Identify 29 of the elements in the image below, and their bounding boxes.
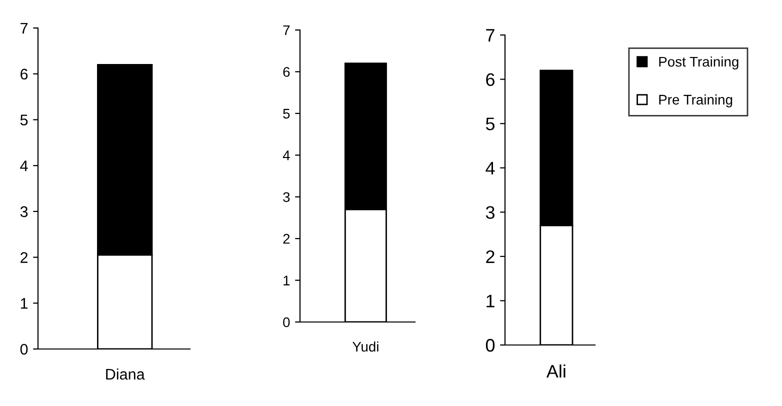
- x-tick-label: Ali: [546, 364, 566, 378]
- y-tick-label: 7: [283, 25, 290, 36]
- y-tick-label: 1: [20, 298, 28, 309]
- y-tick-label: 2: [283, 234, 290, 244]
- y-tick-label: 7: [486, 29, 494, 42]
- y-tick-label: 5: [283, 108, 290, 119]
- y-tick-label: 1: [284, 276, 290, 286]
- y-tick-label: 0: [20, 344, 28, 355]
- y-tick-label: 5: [486, 118, 495, 130]
- x-tick-label: Diana: [106, 368, 145, 380]
- y-tick-label: 4: [20, 160, 28, 172]
- y-tick-label: 6: [283, 67, 290, 77]
- y-tick-label: 4: [486, 162, 495, 174]
- y-tick-label: 5: [20, 114, 28, 126]
- legend-label: Post Training: [659, 56, 738, 70]
- x-tick-label: Yudi: [352, 341, 378, 352]
- y-tick-label: 3: [486, 206, 494, 219]
- y-tick-label: 7: [20, 23, 28, 34]
- y-tick-label: 0: [486, 338, 495, 352]
- y-tick-label: 6: [20, 68, 28, 80]
- y-tick-label: 0: [283, 317, 290, 328]
- y-tick-label: 2: [486, 250, 494, 263]
- y-tick-label: 6: [486, 73, 494, 86]
- y-tick-label: 3: [20, 206, 28, 218]
- y-tick-label: 4: [282, 150, 290, 160]
- y-tick-label: 2: [20, 252, 28, 263]
- y-tick-label: 1: [486, 294, 494, 308]
- legend-label: Pre Training: [659, 94, 732, 108]
- y-tick-label: 3: [283, 192, 290, 202]
